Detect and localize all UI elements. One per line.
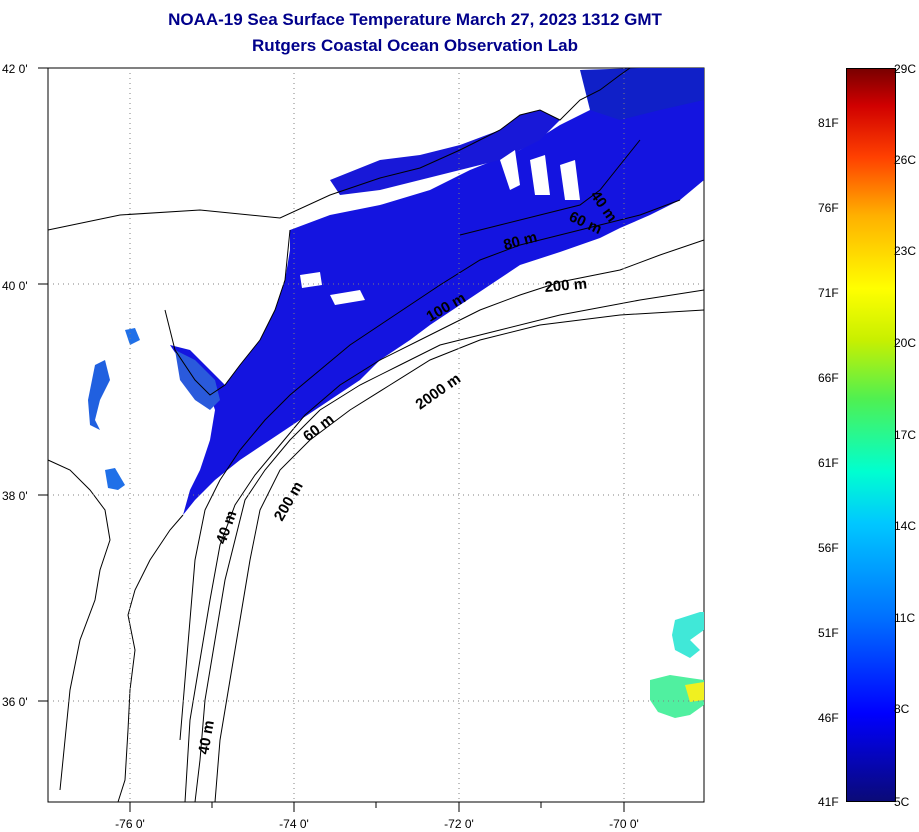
contour-200m <box>194 289 705 803</box>
lat-label-38: 38 0' <box>2 489 28 503</box>
colorbar-f-label: 61F <box>818 456 839 470</box>
cloud-mask <box>560 160 580 200</box>
contours <box>47 67 705 803</box>
lat-label-40: 40 0' <box>2 279 28 293</box>
delmarva-coastline <box>117 514 184 803</box>
nj-coastline <box>164 229 291 396</box>
colorbar-c-label: 29C <box>894 62 917 76</box>
colorbar-c-label: 14C <box>894 519 917 533</box>
colorbar-f-label: 56F <box>818 541 839 555</box>
long-island-coastline <box>47 67 631 231</box>
cloud-mask <box>530 155 550 195</box>
cape-cod-water <box>580 68 704 120</box>
lon-label-76: -76 0' <box>115 817 145 831</box>
chesapeake-upper-water <box>88 360 110 430</box>
colorbar-f-label: 41F <box>818 795 839 809</box>
colorbar-f-label: 81F <box>818 116 839 130</box>
cloud-mask <box>300 272 322 288</box>
lon-label-72: -72 0' <box>444 817 474 831</box>
virginia-coastline <box>47 459 111 791</box>
contour-100m <box>184 239 705 803</box>
lon-label-70: -70 0' <box>609 817 639 831</box>
colorbar-c-label: 5C <box>894 795 910 809</box>
lat-label-42: 42 0' <box>2 62 28 76</box>
colorbar-f-label: 76F <box>818 201 839 215</box>
colorbar-c-label: 26C <box>894 153 917 167</box>
map-subtitle: Rutgers Coastal Ocean Observation Lab <box>252 36 578 55</box>
colorbar-f-label: 51F <box>818 626 839 640</box>
gulf-stream-patch-north <box>672 612 704 658</box>
colorbar-c-label: 23C <box>894 244 917 258</box>
colorbar-c-label: 8C <box>894 702 910 716</box>
map-title: NOAA-19 Sea Surface Temperature March 27… <box>168 10 662 29</box>
gulf-stream-warm-core <box>685 682 704 702</box>
colorbar-f-label: 66F <box>818 371 839 385</box>
delaware-bay-water <box>175 350 220 410</box>
colorbar-f-label: 46F <box>818 711 839 725</box>
ticks <box>38 67 625 812</box>
long-island-sound-water <box>330 110 560 195</box>
contour-60m <box>179 199 681 741</box>
contour-40m-north <box>459 139 641 236</box>
contour-label: 200 m <box>544 275 588 296</box>
chesapeake-top-water <box>125 328 140 345</box>
lat-label-36: 36 0' <box>2 695 28 709</box>
cloud-mask <box>500 150 520 190</box>
contour-label: 40 m <box>195 719 218 756</box>
sst-field <box>88 68 704 718</box>
chesapeake-mid-water <box>105 468 125 490</box>
lon-label-74: -74 0' <box>279 817 309 831</box>
temperature-colorbar <box>846 68 896 802</box>
cloud-mask <box>330 290 365 305</box>
colorbar-f-label: 71F <box>818 286 839 300</box>
colorbar-c-label: 11C <box>894 611 916 625</box>
colorbar-c-label: 20C <box>894 336 917 350</box>
colorbar-c-label: 17C <box>894 428 917 442</box>
contour-2000m <box>214 309 705 803</box>
